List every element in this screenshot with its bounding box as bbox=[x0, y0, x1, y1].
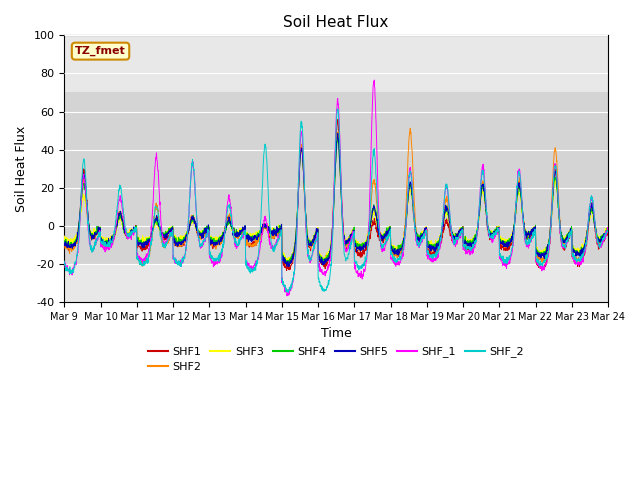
SHF1 bbox=[334, 116, 342, 122]
SHF1 bbox=[557, 231, 564, 237]
SHF2 bbox=[604, 228, 612, 234]
SHF3 bbox=[353, 241, 360, 247]
SHF5 bbox=[60, 242, 68, 248]
SHF3 bbox=[604, 224, 612, 229]
SHF2 bbox=[557, 220, 564, 226]
SHF_2 bbox=[60, 258, 68, 264]
SHF_2 bbox=[572, 257, 579, 263]
Line: SHF4: SHF4 bbox=[64, 138, 608, 264]
SHF_2 bbox=[495, 228, 502, 234]
SHF2 bbox=[364, 234, 372, 240]
SHF4 bbox=[604, 227, 612, 232]
SHF_1 bbox=[212, 259, 220, 264]
SHF3 bbox=[557, 229, 564, 235]
SHF3 bbox=[495, 225, 502, 230]
SHF_1 bbox=[283, 293, 291, 299]
SHF4 bbox=[364, 234, 372, 240]
SHF3 bbox=[60, 237, 68, 243]
SHF_1 bbox=[557, 227, 564, 233]
Line: SHF3: SHF3 bbox=[64, 139, 608, 263]
SHF4 bbox=[212, 240, 220, 245]
SHF_1 bbox=[60, 261, 68, 267]
SHF3 bbox=[572, 248, 579, 253]
SHF_1 bbox=[352, 268, 360, 274]
SHF3 bbox=[364, 233, 372, 239]
SHF2 bbox=[406, 125, 414, 131]
SHF5 bbox=[364, 234, 372, 240]
SHF2 bbox=[495, 226, 502, 232]
Line: SHF_1: SHF_1 bbox=[64, 80, 608, 296]
SHF3 bbox=[282, 260, 290, 265]
SHF4 bbox=[60, 239, 68, 245]
SHF5 bbox=[212, 240, 220, 245]
SHF_2 bbox=[604, 228, 612, 233]
SHF1 bbox=[364, 240, 372, 246]
SHF3 bbox=[212, 237, 220, 242]
SHF1 bbox=[212, 241, 220, 247]
SHF4 bbox=[495, 225, 502, 231]
Line: SHF1: SHF1 bbox=[64, 119, 608, 270]
SHF4 bbox=[557, 228, 564, 234]
SHF1 bbox=[604, 228, 612, 234]
X-axis label: Time: Time bbox=[321, 327, 351, 340]
SHF_1 bbox=[364, 241, 372, 247]
SHF4 bbox=[286, 261, 294, 266]
SHF_1 bbox=[371, 77, 378, 83]
SHF5 bbox=[285, 264, 292, 269]
SHF2 bbox=[138, 264, 146, 269]
SHF2 bbox=[352, 245, 360, 251]
SHF5 bbox=[495, 227, 502, 232]
Legend: SHF1, SHF2, SHF3, SHF4, SHF5, SHF_1, SHF_2: SHF1, SHF2, SHF3, SHF4, SHF5, SHF_1, SHF… bbox=[144, 342, 529, 376]
Line: SHF5: SHF5 bbox=[64, 133, 608, 266]
SHF_2 bbox=[557, 229, 564, 235]
SHF5 bbox=[604, 227, 612, 232]
SHF5 bbox=[334, 131, 342, 136]
SHF2 bbox=[572, 255, 579, 261]
SHF_2 bbox=[212, 258, 220, 264]
SHF2 bbox=[212, 241, 220, 247]
SHF_2 bbox=[364, 243, 372, 249]
SHF_2 bbox=[334, 106, 342, 112]
SHF4 bbox=[353, 241, 360, 247]
SHF5 bbox=[572, 253, 579, 259]
SHF_1 bbox=[572, 262, 579, 267]
SHF1 bbox=[572, 258, 579, 264]
SHF3 bbox=[334, 136, 342, 142]
SHF1 bbox=[353, 247, 360, 252]
SHF_1 bbox=[495, 227, 502, 232]
SHF1 bbox=[283, 267, 291, 273]
SHF2 bbox=[60, 240, 68, 246]
SHF1 bbox=[60, 239, 68, 245]
SHF4 bbox=[334, 135, 342, 141]
SHF1 bbox=[495, 227, 502, 233]
Line: SHF2: SHF2 bbox=[64, 128, 608, 266]
SHF_2 bbox=[353, 260, 360, 265]
SHF_1 bbox=[604, 227, 612, 232]
SHF4 bbox=[572, 248, 579, 253]
SHF5 bbox=[353, 244, 360, 250]
Bar bbox=[64, 93, 608, 264]
Line: SHF_2: SHF_2 bbox=[64, 109, 608, 292]
SHF_2 bbox=[285, 289, 292, 295]
Text: TZ_fmet: TZ_fmet bbox=[75, 46, 126, 56]
Y-axis label: Soil Heat Flux: Soil Heat Flux bbox=[15, 126, 28, 212]
SHF5 bbox=[557, 225, 564, 231]
Title: Soil Heat Flux: Soil Heat Flux bbox=[284, 15, 389, 30]
